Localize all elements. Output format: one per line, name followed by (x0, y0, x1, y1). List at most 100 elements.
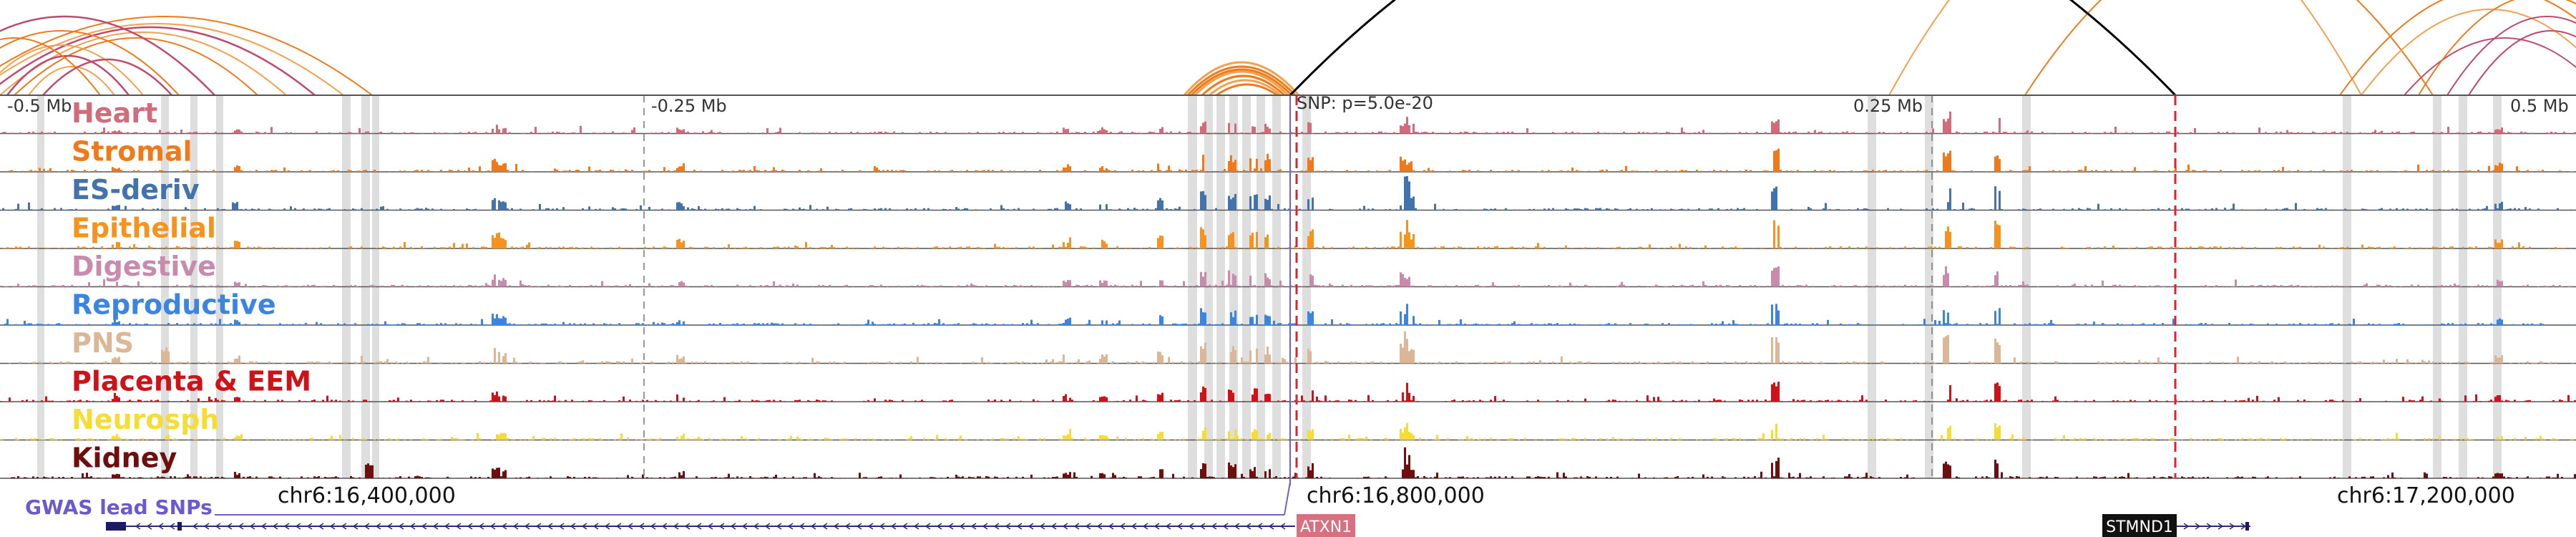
strand-arrow (192, 523, 198, 530)
signal-kidney (0, 447, 2576, 478)
strand-arrow (947, 523, 954, 530)
strand-arrow (1016, 523, 1023, 530)
strand-arrow (535, 523, 542, 530)
strand-arrow (959, 523, 965, 530)
track-label-digestive: Digestive (72, 251, 216, 282)
track-labels: Heart Stromal ES-deriv Epithelial Digestive R… (72, 97, 311, 474)
right-loop-arc (2404, 37, 2576, 96)
strand-arrow (1119, 523, 1126, 530)
strand-arrow (627, 523, 633, 530)
strand-arrow (524, 523, 530, 530)
strand-arrow (1005, 523, 1011, 530)
strand-arrow (730, 523, 736, 530)
strand-arrow (1176, 523, 1183, 530)
strand-arrow (1062, 523, 1068, 530)
right-loop-arc (2361, 9, 2576, 96)
gene-annotation-panel: GWAS lead SNPs chr6:16,400,000 chr6:16,8… (25, 481, 2515, 537)
strand-arrow (764, 523, 771, 530)
strand-arrow (444, 523, 450, 530)
track-label-es-deriv: ES-deriv (72, 174, 200, 205)
strand-arrow (673, 523, 679, 530)
strand-arrow (787, 523, 794, 530)
track-label-stromal: Stromal (72, 136, 192, 168)
strand-arrow (1131, 523, 1137, 530)
track-label-kidney: Kidney (72, 442, 177, 474)
signal-reproductive (0, 304, 2576, 325)
strand-arrow (2229, 523, 2235, 530)
axis-label-0-25: 0.25 Mb (1853, 96, 1923, 116)
strand-arrow (1050, 523, 1057, 530)
strand-arrow (398, 523, 404, 530)
strand-arrow (821, 523, 828, 530)
coordinate-label-16-4m: chr6:16,400,000 (278, 483, 456, 508)
strand-arrow (1211, 523, 1217, 530)
strand-arrow (570, 523, 576, 530)
axis-label-minus-0-5: -0.5 Mb (7, 96, 72, 116)
stmnd1-gene-box (2102, 514, 2177, 537)
strand-arrow (1245, 523, 1252, 530)
strand-arrow (1268, 523, 1274, 530)
left-loop-arc (0, 15, 215, 96)
center-loop-arc (1190, 68, 1293, 97)
strand-arrow (238, 523, 244, 530)
strand-arrow (352, 523, 358, 530)
signal-pns (0, 331, 2576, 364)
strand-arrow (169, 523, 175, 530)
stmnd1-exon (2245, 522, 2249, 531)
strand-arrow (1257, 523, 1263, 530)
signal-epithelial (0, 220, 2576, 248)
track-label-reproductive: Reproductive (72, 289, 276, 321)
strand-arrow (364, 523, 370, 530)
strand-arrow (604, 523, 610, 530)
strand-arrow (341, 523, 347, 530)
right-loop-arc (2468, 30, 2576, 96)
strand-arrow (203, 523, 210, 530)
strand-arrow (215, 523, 221, 530)
track-label-epithelial: Epithelial (72, 213, 216, 244)
atxn1-gene-label: ATXN1 (1300, 518, 1352, 536)
strand-arrow (844, 523, 851, 530)
strand-arrow (432, 523, 439, 530)
atxn1-exon (177, 522, 182, 531)
signal-stromal (0, 148, 2576, 172)
signal-heart (0, 111, 2576, 134)
strand-arrow (146, 523, 152, 530)
track-label-placenta-eem: Placenta & EEM (72, 366, 311, 397)
strand-arrow (295, 523, 301, 530)
strand-arrow (1165, 523, 1171, 530)
strand-arrow (558, 523, 565, 530)
strand-arrow (260, 523, 267, 530)
strand-arrow (467, 523, 473, 530)
strand-arrow (615, 523, 622, 530)
strand-arrow (993, 523, 1000, 530)
strand-arrow (2206, 523, 2212, 530)
strand-arrow (707, 523, 713, 530)
track-label-neurosph: Neurosph (72, 404, 219, 435)
strand-arrow (455, 523, 462, 530)
snp-loop-arc (1289, 0, 2177, 97)
strand-arrow (547, 523, 553, 530)
strand-arrow (856, 523, 862, 530)
strand-arrow (982, 523, 988, 530)
strand-arrow (776, 523, 782, 530)
center-loop-arc (1201, 74, 1286, 97)
signal-placenta-eem (0, 382, 2576, 402)
strand-arrow (1108, 523, 1114, 530)
signal-tracks (0, 95, 2576, 485)
strand-arrow (799, 523, 805, 530)
strand-arrow (306, 523, 313, 530)
strand-arrow (272, 523, 278, 530)
strand-arrow (696, 523, 702, 530)
strand-arrow (661, 523, 668, 530)
strand-arrow (902, 523, 908, 530)
strand-arrow (375, 523, 381, 530)
strand-arrow (867, 523, 874, 530)
strand-arrow (501, 523, 507, 530)
axis-label-minus-0-25: -0.25 Mb (651, 96, 727, 116)
track-label-pns: PNS (72, 327, 134, 359)
strand-arrow (2183, 523, 2190, 530)
strand-arrow (2218, 523, 2224, 530)
distance-axis: -0.5 Mb -0.25 Mb 0.25 Mb 0.5 Mb SNP: p=5… (0, 93, 2576, 116)
signal-neurosph (0, 422, 2576, 440)
strand-arrow (833, 523, 839, 530)
